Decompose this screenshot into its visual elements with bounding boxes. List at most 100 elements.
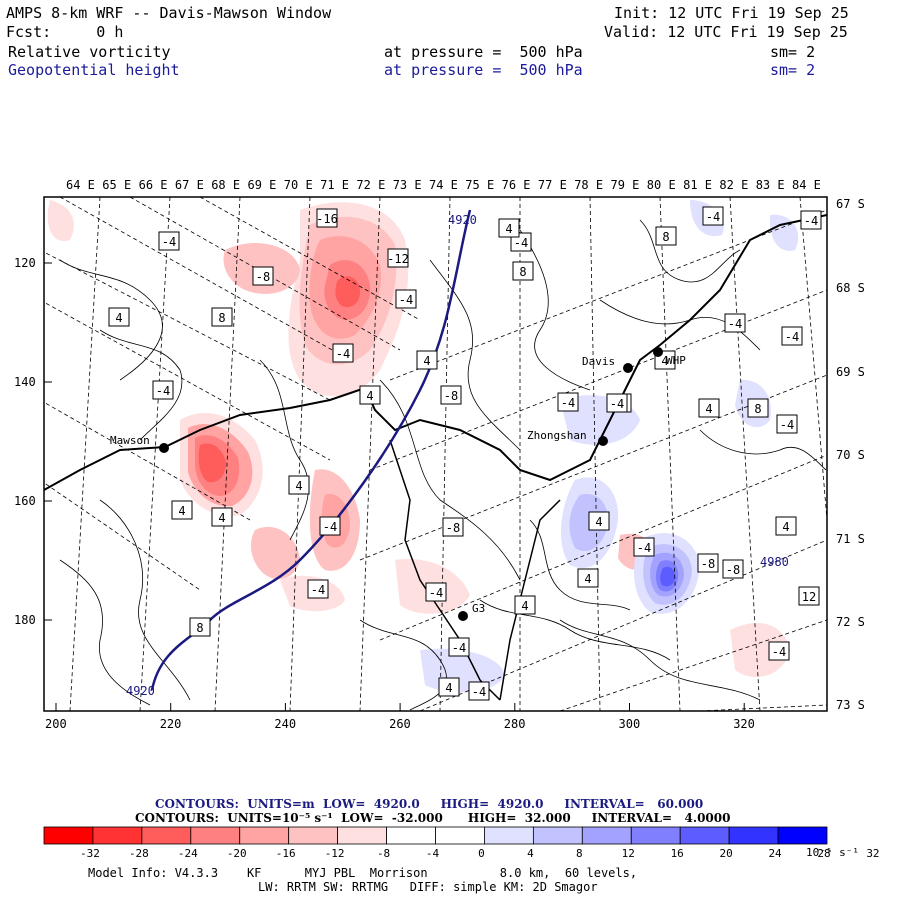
vorticity-value-label: -4 [448,637,470,657]
vorticity-value-text: 4 [782,520,789,534]
vorticity-value-label: -4 [152,380,174,400]
vorticity-value-text: -12 [387,252,409,266]
colorbar-swatch [337,826,387,845]
vorticity-value-text: -4 [399,293,413,307]
vorticity-value-text: -4 [156,384,170,398]
longitude-label: 67 E [175,178,204,192]
vorticity-value-text: -4 [706,210,720,224]
colorbar-tick-label: -4 [426,847,440,860]
longitude-label: 64 E [66,178,95,192]
longitude-label: 68 E [211,178,240,192]
vorticity-value-label: -4 [510,232,532,252]
latitude-label: 73 S [836,698,865,712]
y-tick-label: 160 [14,494,36,508]
vorticity-value-label: -8 [697,553,719,573]
vorticity-value-text: 4 [423,354,430,368]
vorticity-value-text: -4 [780,418,794,432]
colorbar-swatch [532,826,583,845]
plot-frame [43,196,828,712]
colorbar-swatch [43,826,94,845]
field1-level: at pressure = 500 hPa [384,43,583,61]
contours-info-height: CONTOURS: UNITS=m LOW= 4920.0 HIGH= 4920… [155,797,703,811]
colorbar-swatch [288,826,339,845]
colorbar-tick-label: 24 [768,847,782,860]
vorticity-value-text: -8 [444,389,458,403]
vorticity-value-label: 8 [747,398,769,418]
x-tick-label: 240 [274,717,296,731]
map-plot-area [44,197,827,711]
vorticity-value-label: 4 [775,516,797,536]
vorticity-value-label: -4 [800,210,822,230]
height-label-bottom: 4920 [126,684,155,698]
vorticity-value-label: -16 [316,208,338,228]
vorticity-value-label: 4 [171,500,193,520]
longitude-label: 69 E [248,178,277,192]
colorbar-tick-label: 20 [720,847,733,860]
vorticity-value-label: -4 [633,537,655,557]
vorticity-value-text: 4 [445,681,452,695]
vorticity-value-label: 8 [655,226,677,246]
vorticity-value-text: -8 [256,270,270,284]
vorticity-value-text: -4 [772,645,786,659]
vorticity-value-label: 8 [189,617,211,637]
negative-vorticity-shading [47,200,790,678]
vorticity-value-label: 4 [498,218,520,238]
station-zhongshan-marker[interactable] [598,436,608,446]
vorticity-value-label: -4 [557,392,579,412]
stations: Mawson Davis WHP Zhongshan G3 [110,347,686,621]
vorticity-value-text: -4 [785,330,799,344]
vorticity-contours [59,219,827,711]
vorticity-value-text: -4 [561,396,575,410]
colorbar-tick-label: -12 [325,847,345,860]
vorticity-value-text: 4 [505,222,512,236]
contours-info-vorticity: CONTOURS: UNITS=10⁻⁵ s⁻¹ LOW= -32.000 HI… [135,811,730,825]
field1-smoothing: sm= 2 [770,43,816,61]
vorticity-value-label: 12 [798,586,820,606]
station-whp-marker[interactable] [653,347,663,357]
colorbar-tick-labels: -32 -28 -24 -20 -16 -12 -8 -4 0 4 8 12 16 20 24 28 32 [80,847,880,860]
vorticity-value-text: 4 [521,599,528,613]
station-g3-marker[interactable] [458,611,468,621]
colorbar-tick-label: -20 [227,847,247,860]
colorbar-tick-label: 32 [866,847,879,860]
longitude-label: 79 E [611,178,640,192]
colorbar-units: 10⁻⁵ s⁻¹ [806,846,859,859]
forecast-hour: Fcst: 0 h [6,23,124,41]
station-zhongshan-label: Zhongshan [527,429,587,442]
longitude-label: 77 E [538,178,567,192]
longitude-label: 83 E [756,178,785,192]
bottom-x-ticks: 200 220 240 260 280 300 320 [45,703,755,731]
colorbar-tick-label: 0 [478,847,485,860]
colorbar-tick-label: -32 [80,847,100,860]
vorticity-value-label: 4 [359,385,381,405]
longitude-label: 82 E [719,178,748,192]
top-longitude-labels: 64 E 65 E 66 E 67 E 68 E 69 E 70 E 71 E 72 E 73 E… [66,178,821,192]
y-tick-label: 120 [14,256,36,270]
vorticity-value-label: 4 [416,350,438,370]
station-mawson-marker[interactable] [159,443,169,453]
left-y-ticks: 120 140 160 180 [14,256,52,627]
vorticity-value-label: -4 [158,231,180,251]
vorticity-value-text: 4 [218,511,225,525]
vorticity-value-text: 8 [519,265,526,279]
vorticity-value-label: -4 [776,414,798,434]
colorbar-tick-label: -16 [276,847,296,860]
vorticity-value-label: -8 [440,385,462,405]
longitude-label: 80 E [647,178,676,192]
colorbar-swatch [679,826,730,845]
vorticity-labels: -4-16-12-8-448-44-44-8-4-848-4444-84-4-4… [108,206,822,701]
field1-name: Relative vorticity [8,43,171,61]
valid-time: Valid: 12 UTC Fri 19 Sep 25 [604,23,848,41]
colorbar-tick-label: -8 [377,847,390,860]
longitude-label: 66 E [139,178,168,192]
vorticity-value-text: -4 [429,586,443,600]
colorbar-tick-label: -28 [129,847,149,860]
longitude-label: 70 E [284,178,313,192]
vorticity-value-text: -4 [311,583,325,597]
model-info-2: LW: RRTM SW: RRTMG DIFF: simple KM: 2D S… [258,880,598,894]
vorticity-value-label: -4 [781,326,803,346]
station-davis-marker[interactable] [623,363,633,373]
vorticity-value-text: 8 [218,311,225,325]
field2-smoothing: sm= 2 [770,61,816,79]
vorticity-value-label: -4 [332,343,354,363]
